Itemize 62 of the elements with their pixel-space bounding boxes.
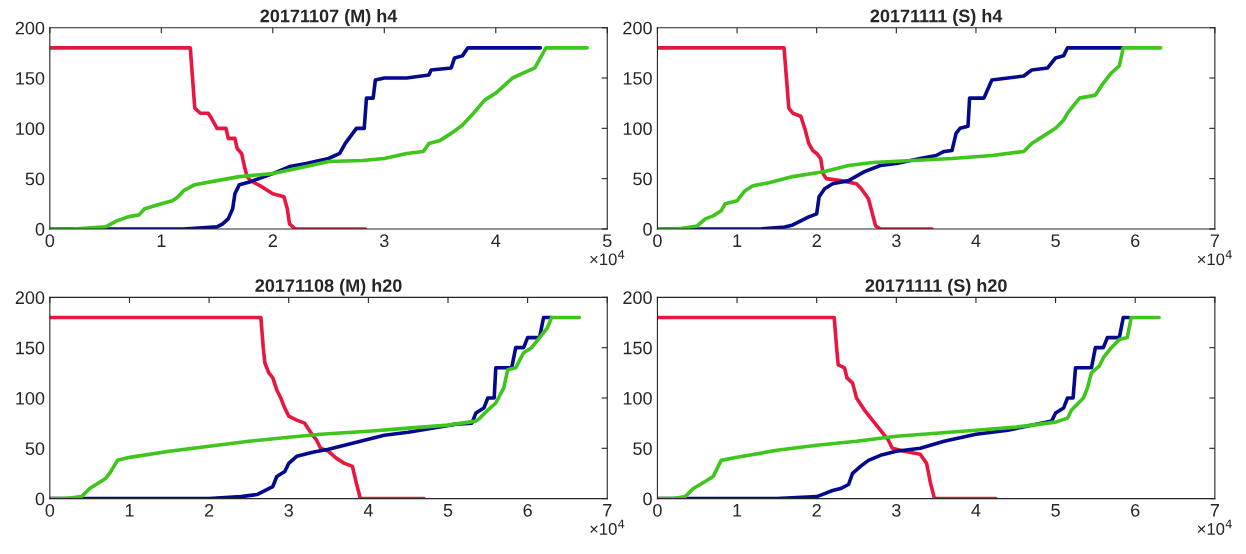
chart-title: 20171111 (S) h20 xyxy=(865,278,1007,296)
y-tick-label: 150 xyxy=(623,341,652,355)
y-tick-label: 100 xyxy=(16,122,45,136)
x-tick-label: 1 xyxy=(733,504,742,517)
x-tick-label: 0 xyxy=(653,234,662,248)
x-tick-label: 5 xyxy=(443,504,453,517)
x-tick-label: 3 xyxy=(379,234,389,248)
chart-title: 20171111 (S) h4 xyxy=(870,9,1003,26)
text: ×10$^{4}$ xyxy=(1197,519,1232,535)
x-tick-label: 2 xyxy=(268,234,277,247)
x-tick-label: 4 xyxy=(971,234,981,247)
x-tick-label: 2 xyxy=(204,503,214,517)
y-tick-label: 100 xyxy=(623,391,652,405)
x-tick-label: 6 xyxy=(1131,234,1140,248)
y-tick-label: 50 xyxy=(25,172,45,186)
y-tick-label: 150 xyxy=(16,341,45,355)
line-series xyxy=(657,46,934,229)
x-tick-label: 0 xyxy=(45,234,55,248)
x-tick-label: 5 xyxy=(1051,234,1060,248)
x-tick-label: 2 xyxy=(812,503,821,517)
y-tick-label: 0 xyxy=(643,492,652,506)
y-tick-label: 50 xyxy=(633,442,652,456)
x-tick-label: 0 xyxy=(45,503,55,517)
x-tick-label: 7 xyxy=(1210,504,1219,517)
x-tick-label: 1 xyxy=(157,234,166,247)
text: ×10$^{4}$ xyxy=(590,250,625,266)
x-tick-label: 3 xyxy=(891,234,901,248)
x-tick-label: 4 xyxy=(971,504,981,517)
y-tick-label: 200 xyxy=(15,21,45,35)
y-tick-label: 100 xyxy=(16,391,45,405)
x-tick-label: 6 xyxy=(523,503,532,517)
x-tick-label: 7 xyxy=(1210,234,1219,247)
line-series xyxy=(657,315,998,499)
y-tick-label: 200 xyxy=(623,21,652,35)
line-series xyxy=(49,315,426,499)
text: ×10$^{4}$ xyxy=(590,519,625,535)
x-tick-label: 6 xyxy=(1131,503,1140,517)
text: ×10$^{4}$ xyxy=(1197,250,1232,266)
chart-title: 20171108 (M) h20 xyxy=(255,278,402,296)
x-tick-label: 7 xyxy=(603,504,612,517)
chart-title: 20171107 (M) h4 xyxy=(260,9,398,26)
x-tick-label: 5 xyxy=(602,234,612,248)
x-tick-label: 0 xyxy=(653,503,662,517)
x-tick-label: 3 xyxy=(891,503,901,517)
y-tick-label: 100 xyxy=(623,122,652,136)
y-tick-label: 150 xyxy=(623,71,652,85)
y-tick-label: 150 xyxy=(16,71,45,85)
x-tick-label: 4 xyxy=(491,234,501,247)
x-tick-label: 4 xyxy=(363,504,373,517)
y-tick-label: 0 xyxy=(35,492,45,506)
x-tick-label: 1 xyxy=(125,504,134,517)
y-tick-label: 0 xyxy=(35,222,45,236)
y-tick-label: 200 xyxy=(15,291,45,305)
x-tick-label: 3 xyxy=(284,503,293,517)
y-tick-label: 200 xyxy=(623,291,652,305)
x-tick-label: 5 xyxy=(1051,504,1060,517)
line-series xyxy=(49,46,368,229)
y-tick-label: 50 xyxy=(25,442,45,456)
y-tick-label: 50 xyxy=(633,172,652,186)
x-tick-label: 2 xyxy=(812,234,821,247)
x-tick-label: 1 xyxy=(733,234,742,247)
y-tick-label: 0 xyxy=(643,222,652,236)
